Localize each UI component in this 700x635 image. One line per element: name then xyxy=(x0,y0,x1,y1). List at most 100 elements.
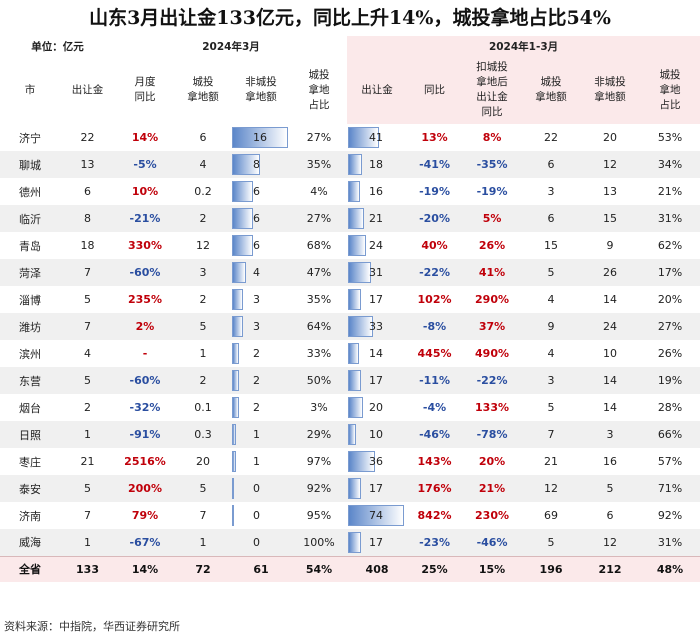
data-bar xyxy=(348,208,365,229)
ytd-non-lgfv-cell: 14 xyxy=(603,401,618,414)
ytd-share-cell: 28% xyxy=(657,401,683,414)
month-share-cell: 97% xyxy=(306,455,332,468)
ytd-lgfv-cell: 3 xyxy=(547,185,555,198)
city-cell: 济宁 xyxy=(19,131,41,145)
ytd-share-cell: 20% xyxy=(657,293,683,306)
month-share-cell: 3% xyxy=(310,401,328,414)
data-bar xyxy=(348,343,360,364)
month-yoy-cell: 79% xyxy=(131,509,159,522)
data-bar xyxy=(232,370,239,391)
ytd-non-lgfv-cell: 14 xyxy=(603,293,618,306)
table-row: 济宁 22 14% 6 16 27% 41 13% 8% 22 20 53% xyxy=(0,124,700,151)
ytd-non-lgfv-cell: 15 xyxy=(580,205,641,232)
month-share-cell: 92% xyxy=(291,475,348,502)
month-sale-cell: 1 xyxy=(60,529,115,556)
ytd-ex-lgfv-yoy-cell: -22% xyxy=(462,367,523,394)
data-bar xyxy=(232,262,246,283)
data-bar xyxy=(232,181,253,202)
city-cell: 枣庄 xyxy=(19,455,41,469)
table-row: 临沂 8 -21% 2 6 27% 21 -20% 5% 6 15 31% xyxy=(0,205,700,232)
bar-value: 3 xyxy=(253,320,260,333)
month-sale-cell: 6 xyxy=(84,185,91,198)
month-lgfv-cell: 12 xyxy=(196,239,210,252)
ytd-sale-cell: 17 xyxy=(347,529,408,556)
ytd-share-cell: 26% xyxy=(657,347,683,360)
ytd-ex-lgfv-yoy-cell: 5% xyxy=(462,205,523,232)
ytd-non-lgfv-cell: 26 xyxy=(580,259,641,286)
month-share-cell: 27% xyxy=(306,131,332,144)
ytd-share-cell: 62% xyxy=(657,239,683,252)
ytd-non-lgfv-cell: 6 xyxy=(606,509,614,522)
month-share-cell: 68% xyxy=(306,239,332,252)
ytd-share-cell: 92% xyxy=(657,509,683,522)
month-non-lgfv-cell: 2 xyxy=(231,340,291,367)
month-yoy-cell: -60% xyxy=(115,367,175,394)
unit-label: 单位：亿元 xyxy=(31,40,84,53)
month-sale-cell: 8 xyxy=(60,205,115,232)
ytd-yoy-cell: -11% xyxy=(407,367,463,394)
month-non-lgfv-cell: 4 xyxy=(231,259,291,286)
bar-value: 2 xyxy=(253,347,260,360)
ytd-non-lgfv-cell: 10 xyxy=(603,347,618,360)
ytd-non-lgfv-cell: 14 xyxy=(580,367,641,394)
bar-value: 18 xyxy=(369,158,384,171)
ytd-lgfv-cell: 21 xyxy=(544,455,559,468)
month-yoy-cell: -5% xyxy=(115,151,175,178)
ytd-sale-cell: 41 xyxy=(347,124,407,151)
ytd-ex-lgfv-yoy-cell: 26% xyxy=(478,239,506,252)
bar-value: 17 xyxy=(369,535,384,549)
ytd-non-lgfv-cell: 24 xyxy=(580,313,641,340)
ytd-yoy-cell: -41% xyxy=(407,151,463,178)
bar-value: 31 xyxy=(369,266,384,279)
total-cell: 15% xyxy=(462,555,523,582)
column-header: 出让金 xyxy=(71,83,104,96)
data-bar xyxy=(348,235,367,256)
bar-value: 16 xyxy=(253,131,267,144)
month-share-cell: 29% xyxy=(291,421,348,448)
bar-value: 8 xyxy=(253,158,260,171)
ytd-ex-lgfv-yoy-cell: -19% xyxy=(476,185,508,198)
column-header: 月度 同比 xyxy=(134,76,156,103)
total-cell: 48% xyxy=(640,555,700,582)
city-cell: 淄博 xyxy=(19,293,41,307)
ytd-yoy-cell: 445% xyxy=(417,347,452,360)
ytd-share-cell: 31% xyxy=(640,529,700,556)
ytd-ex-lgfv-yoy-cell: 290% xyxy=(475,293,510,306)
month-lgfv-cell: 2 xyxy=(175,205,231,232)
source-note: 资料来源：中指院，华西证券研究所 xyxy=(4,620,180,633)
ytd-lgfv-cell: 15 xyxy=(544,239,559,252)
city-cell: 东营 xyxy=(0,367,60,394)
month-lgfv-cell: 4 xyxy=(175,151,231,178)
ytd-ex-lgfv-yoy-cell: 21% xyxy=(462,475,523,502)
month-sale-cell: 18 xyxy=(80,239,95,252)
ytd-lgfv-cell: 7 xyxy=(522,421,581,448)
month-yoy-cell: 14% xyxy=(131,131,159,144)
month-yoy-cell: - xyxy=(142,347,148,360)
month-sale-cell: 13 xyxy=(60,151,115,178)
ytd-yoy-cell: 842% xyxy=(417,509,452,522)
total-cell: 196 xyxy=(522,555,581,582)
month-lgfv-cell: 1 xyxy=(175,529,231,556)
column-header: 出让金 xyxy=(347,56,408,124)
ytd-non-lgfv-cell: 9 xyxy=(606,239,614,252)
ytd-lgfv-cell: 6 xyxy=(522,151,581,178)
total-cell: 14% xyxy=(115,555,175,582)
bar-value: 17 xyxy=(369,293,384,306)
ytd-share-cell: 53% xyxy=(657,131,683,144)
bar-value: 6 xyxy=(253,185,260,198)
month-yoy-cell: 330% xyxy=(128,239,162,252)
data-bar xyxy=(348,370,362,391)
city-cell: 烟台 xyxy=(19,401,41,415)
month-non-lgfv-cell: 3 xyxy=(231,313,291,340)
month-non-lgfv-cell: 6 xyxy=(231,205,291,232)
month-share-cell: 33% xyxy=(306,347,332,360)
ytd-ex-lgfv-yoy-cell: 20% xyxy=(478,455,506,468)
column-header: 扣城投 拿地后 出让金 同比 xyxy=(462,56,523,124)
ytd-sale-cell: 17 xyxy=(347,475,408,502)
data-bar xyxy=(348,424,357,445)
bar-value: 0 xyxy=(253,535,260,549)
ytd-sale-cell: 31 xyxy=(347,259,408,286)
table-row: 菏泽 7 -60% 3 4 47% 31 -22% 41% 5 26 17% xyxy=(0,259,700,286)
bar-value: 4 xyxy=(253,266,260,279)
table-row: 济南 7 79% 7 0 95% 74 842% 230% 69 6 92% xyxy=(0,502,700,529)
